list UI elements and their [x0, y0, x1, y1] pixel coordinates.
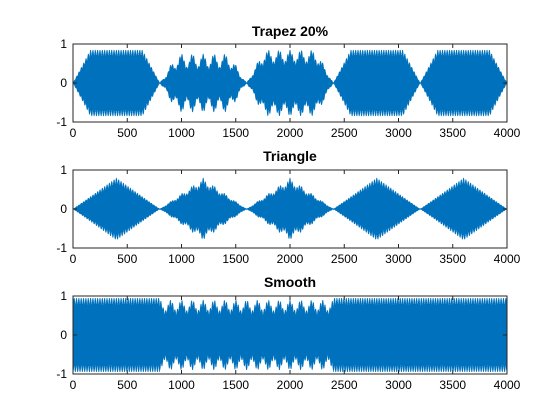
- wave-segment-2: [159, 53, 247, 113]
- subplot-smooth: Smooth 0 500 1000 1500 2000 2500 3000 3500 4000 -…: [56, 274, 520, 392]
- wave-segment-2: [159, 299, 247, 371]
- x-tick-label: 1500: [222, 126, 249, 140]
- x-tick-label: 500: [117, 126, 137, 140]
- x-tick-label: 3500: [439, 378, 466, 392]
- wave-segment-2: [159, 177, 247, 239]
- x-tick-label: 3000: [385, 378, 412, 392]
- waveform-layer: [72, 177, 508, 240]
- wave-segment-5: [419, 49, 508, 117]
- y-tick-label: 0: [60, 328, 67, 342]
- subplot-title: Trapez 20%: [252, 23, 329, 39]
- wave-segment-5: [420, 177, 508, 240]
- y-tick-label: 0: [60, 76, 67, 90]
- x-tick-label: 2000: [277, 126, 304, 140]
- x-tick-label: 4000: [494, 378, 521, 392]
- wave-segment-4: [333, 297, 421, 373]
- x-tick-label: 3000: [385, 126, 412, 140]
- x-tick-label: 0: [70, 126, 77, 140]
- ticks-layer: 0 500 1000 1500 2000 2500 3000 3500 4000-101: [56, 289, 520, 392]
- wave-segment-1: [72, 297, 161, 373]
- x-tick-label: 4000: [494, 126, 521, 140]
- x-tick-label: 2500: [331, 126, 358, 140]
- y-tick-label: 0: [60, 202, 67, 216]
- wave-segment-4: [333, 49, 421, 117]
- wave-segment-1: [72, 177, 160, 240]
- y-tick-label: -1: [56, 367, 67, 381]
- wave-segment-3: [246, 49, 334, 117]
- x-tick-label: 2500: [331, 252, 358, 266]
- x-tick-label: 0: [70, 252, 77, 266]
- y-tick-label: 1: [60, 37, 67, 51]
- ticks-layer: 0 500 1000 1500 2000 2500 3000 3500 4000-101: [56, 163, 520, 266]
- x-tick-label: 0: [70, 378, 77, 392]
- x-tick-label: 2000: [277, 252, 304, 266]
- y-tick-label: -1: [56, 115, 67, 129]
- ticks-layer: 0 500 1000 1500 2000 2500 3000 3500 4000-101: [56, 37, 520, 140]
- x-tick-label: 3000: [385, 252, 412, 266]
- subplot-trapez: Trapez 20% 0 500 1000 1500 2000 2500 3000 3500 4…: [56, 23, 520, 140]
- y-tick-label: -1: [56, 241, 67, 255]
- x-tick-label: 2000: [277, 378, 304, 392]
- subplot-title: Smooth: [264, 274, 316, 290]
- wave-segment-1: [72, 49, 161, 117]
- waveform-layer: [72, 49, 508, 117]
- y-tick-label: 1: [60, 289, 67, 303]
- x-tick-label: 500: [117, 252, 137, 266]
- x-tick-label: 2500: [331, 378, 358, 392]
- x-tick-label: 1000: [168, 252, 195, 266]
- waveform-layer: [72, 297, 508, 373]
- x-tick-label: 1500: [222, 378, 249, 392]
- x-tick-label: 1000: [168, 378, 195, 392]
- y-tick-label: 1: [60, 163, 67, 177]
- x-tick-label: 1000: [168, 126, 195, 140]
- x-tick-label: 3500: [439, 126, 466, 140]
- wave-segment-3: [246, 299, 334, 371]
- wave-segment-3: [246, 177, 334, 239]
- wave-segment-4: [333, 177, 421, 240]
- x-tick-label: 1500: [222, 252, 249, 266]
- x-tick-label: 3500: [439, 252, 466, 266]
- x-tick-label: 4000: [494, 252, 521, 266]
- subplot-title: Triangle: [263, 148, 317, 164]
- subplot-triangle: Triangle 0 500 1000 1500 2000 2500 3000 3500 400…: [56, 148, 520, 266]
- wave-segment-5: [419, 297, 508, 373]
- x-tick-label: 500: [117, 378, 137, 392]
